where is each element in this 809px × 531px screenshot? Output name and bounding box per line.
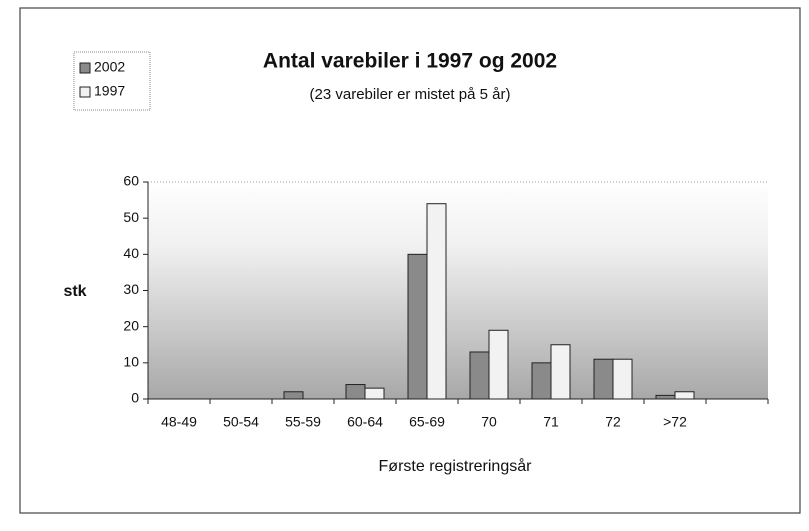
bar — [426, 203, 447, 400]
y-tick-label: 10 — [123, 354, 139, 370]
x-tick-label: 72 — [605, 414, 621, 430]
bar — [345, 384, 366, 400]
plot-area — [148, 182, 768, 399]
y-tick-label: 40 — [123, 245, 139, 261]
chart-border — [19, 7, 801, 514]
x-tick-label: 60-64 — [347, 414, 383, 430]
bar — [612, 358, 633, 400]
chart-subtitle: (23 varebiler er mistet på 5 år) — [310, 86, 511, 103]
bar — [488, 329, 509, 400]
y-tick-label: 50 — [123, 209, 139, 225]
bar — [283, 391, 304, 400]
bar — [550, 344, 571, 400]
x-tick-label: 48-49 — [161, 414, 197, 430]
y-tick-label: 0 — [131, 390, 139, 406]
bar — [674, 391, 695, 400]
legend-label: 2002 — [94, 59, 125, 75]
x-tick-label: 65-69 — [409, 414, 445, 430]
x-tick-label: 50-54 — [223, 414, 259, 430]
x-tick-label: 70 — [481, 414, 497, 430]
x-tick-label: 71 — [543, 414, 559, 430]
legend-label: 1997 — [94, 83, 125, 99]
x-tick-label: 55-59 — [285, 414, 321, 430]
bar — [469, 351, 490, 400]
bar — [407, 253, 428, 400]
bar — [593, 358, 614, 400]
legend-box — [73, 51, 151, 111]
y-tick-label: 30 — [123, 281, 139, 297]
y-tick-label: 60 — [123, 173, 139, 189]
y-tick-label: 20 — [123, 317, 139, 333]
legend-swatch — [79, 62, 91, 74]
bar — [531, 362, 552, 400]
legend-swatch — [79, 86, 91, 98]
bar — [364, 387, 385, 400]
x-axis-label: Første registreringsår — [379, 457, 533, 475]
bar — [655, 394, 676, 400]
x-tick-label: >72 — [663, 414, 687, 430]
y-axis-label: stk — [63, 283, 86, 300]
chart-title: Antal varebiler i 1997 og 2002 — [263, 50, 557, 73]
